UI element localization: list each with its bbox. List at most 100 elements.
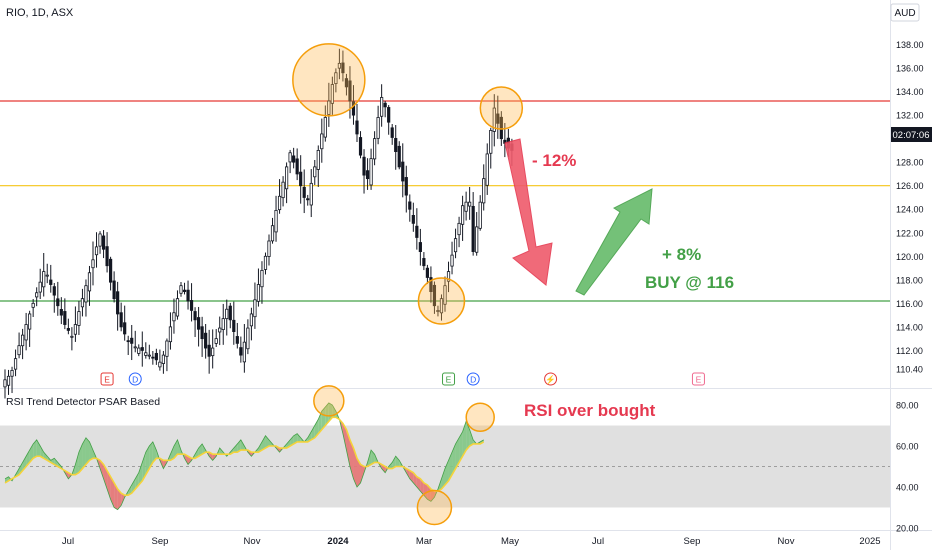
split-marker (544, 372, 558, 386)
rsi-axis-ticks: 20.00 40.00 60.00 80.00 (896, 401, 919, 534)
rsi-fill (357, 458, 361, 487)
candle-body (334, 72, 338, 84)
candle-body (63, 311, 67, 325)
rsi-fill (173, 439, 178, 459)
candle-body (492, 107, 496, 132)
candle-body (242, 341, 246, 363)
candle-body (330, 84, 334, 104)
rsi-fill (184, 454, 189, 465)
candle-body (84, 285, 88, 303)
candle-body (351, 101, 356, 116)
rsi-tick-label: 20.00 (896, 524, 919, 534)
candle-body (432, 284, 437, 307)
rsi-fill (233, 443, 238, 453)
candle-body (232, 319, 236, 332)
candle-body (288, 152, 292, 163)
candle-body (105, 246, 109, 267)
rsi-fill (409, 470, 414, 483)
candle-body (17, 345, 21, 356)
candle-body (446, 271, 451, 282)
time-tick-label: Nov (778, 536, 795, 547)
candle-body (408, 201, 412, 210)
candle-body (158, 361, 162, 368)
countdown-badge (891, 127, 932, 142)
candle-body (123, 322, 127, 335)
rsi-fill (29, 443, 34, 463)
candle-body (309, 182, 313, 206)
candle-body (263, 255, 268, 270)
time-axis-ticks: Jul Sep Nov 2024 Mar May Jul Sep Nov 2025 (62, 536, 881, 547)
candle-body (228, 305, 232, 321)
rsi-signal-line (4, 416, 485, 497)
candle-body (499, 116, 503, 140)
candle-body (133, 346, 137, 349)
candle-body (306, 198, 310, 201)
rsi-fill (395, 456, 400, 467)
candle-body (496, 113, 500, 124)
candle-body (45, 274, 49, 277)
candle-body (246, 327, 250, 350)
event-markers: E D E D ⚡ E (100, 372, 705, 386)
candle-body (362, 156, 366, 176)
rsi-fill (452, 443, 456, 475)
rsi-fill (392, 456, 396, 469)
candle-body (137, 347, 141, 354)
candle-body (13, 358, 18, 370)
price-tick-label: 136.00 (896, 64, 924, 74)
candle-body (225, 308, 229, 320)
rise-annotation: + 8% (662, 245, 701, 264)
time-tick-label: Sep (152, 536, 169, 547)
rsi-series (4, 402, 485, 511)
symbol-title[interactable]: RIO, 1D, ASX (6, 7, 74, 19)
candle-body (457, 222, 461, 236)
time-tick-label: 2025 (859, 536, 880, 547)
time-tick-label: Sep (684, 536, 701, 547)
rsi-fill (290, 435, 294, 446)
candle-body (358, 137, 363, 156)
candle-body (38, 281, 42, 293)
candle-body (313, 166, 317, 178)
earnings-marker (691, 372, 705, 386)
event-label: D (470, 375, 476, 385)
candle-body (168, 326, 173, 343)
drop-annotation: - 12% (532, 151, 576, 170)
price-tick-label: 128.00 (896, 158, 924, 168)
time-tick-label: Nov (244, 536, 261, 547)
candle-body (337, 62, 342, 69)
candle-body (383, 102, 387, 108)
indicator-title[interactable]: RSI Trend Detector PSAR Based (6, 396, 160, 408)
candle-body (277, 195, 282, 211)
candle-body (295, 158, 299, 175)
candle-body (260, 270, 264, 288)
rsi-fill (297, 433, 301, 442)
highlight-circle (292, 43, 366, 117)
candle-body (98, 233, 102, 247)
candle-body (320, 133, 324, 150)
currency-box[interactable] (890, 3, 920, 22)
candle-body (397, 145, 401, 168)
candle-body (468, 201, 472, 207)
candle-body (411, 215, 415, 224)
candle-body (235, 336, 239, 344)
candle-body (175, 298, 180, 317)
candle-body (52, 286, 56, 296)
candle-body (151, 356, 155, 359)
rsi-fill (441, 468, 445, 490)
candle-body (56, 298, 60, 307)
candle-body (344, 78, 349, 88)
rsi-tick-label: 60.00 (896, 442, 919, 452)
candle-body (126, 340, 130, 343)
projection-arrows (504, 138, 653, 296)
rsi-fill (50, 458, 55, 465)
candle-body (49, 279, 53, 285)
candle-body (372, 138, 377, 160)
candle-body (186, 289, 190, 302)
candle-body (299, 171, 303, 187)
candle-body (482, 178, 486, 204)
candle-body (200, 326, 204, 340)
candle-body (365, 170, 370, 180)
candle-body (450, 254, 454, 267)
candle-body (401, 161, 405, 182)
candle-body (394, 138, 398, 152)
candle-body (415, 225, 419, 238)
